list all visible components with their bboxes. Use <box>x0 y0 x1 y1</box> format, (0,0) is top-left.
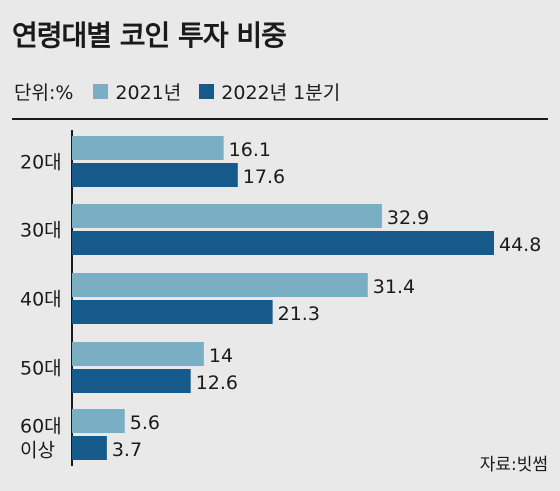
data-label: 5.6 <box>130 412 160 434</box>
source-note: 자료:빗썸 <box>479 455 548 475</box>
header-rule <box>12 118 548 120</box>
category-label: 20대 <box>20 152 62 174</box>
legend-swatch-2022 <box>199 84 215 99</box>
bar <box>72 273 368 297</box>
bar <box>72 300 273 324</box>
bar <box>72 342 204 366</box>
category-label: 60대 이상 <box>20 416 62 462</box>
bar <box>72 136 224 160</box>
data-label: 17.6 <box>243 166 285 188</box>
data-label: 3.7 <box>112 439 142 461</box>
legend-item-2021: 2021년 <box>93 78 181 105</box>
data-label: 21.3 <box>278 303 320 325</box>
unit-label: 단위:% <box>14 82 74 104</box>
bar <box>72 436 107 460</box>
data-label: 32.9 <box>387 207 429 229</box>
data-label: 14 <box>209 345 233 367</box>
data-label: 12.6 <box>196 372 238 394</box>
legend: 단위:% 2021년 2022년 1분기 <box>14 78 358 105</box>
data-label: 16.1 <box>229 139 271 161</box>
bar <box>72 231 494 255</box>
legend-swatch-2021 <box>93 84 109 99</box>
legend-item-2022: 2022년 1분기 <box>199 78 340 105</box>
legend-label-2021: 2021년 <box>115 82 182 104</box>
bar <box>72 204 382 228</box>
chart-title: 연령대별 코인 투자 비중 <box>12 19 287 52</box>
legend-label-2022: 2022년 1분기 <box>221 82 341 104</box>
bar <box>72 163 238 187</box>
category-label: 30대 <box>20 220 62 242</box>
bar <box>72 409 125 433</box>
category-label: 50대 <box>20 358 62 380</box>
data-label: 31.4 <box>373 276 415 298</box>
data-label: 44.8 <box>499 234 541 256</box>
category-label: 40대 <box>20 289 62 311</box>
bar <box>72 369 191 393</box>
